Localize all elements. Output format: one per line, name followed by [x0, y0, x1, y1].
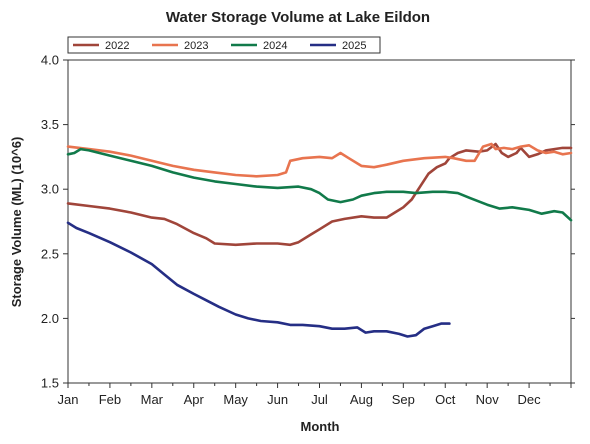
series-line-2024	[66, 147, 573, 222]
x-tick-label: Sep	[392, 392, 415, 407]
x-axis-ticks: Jan Feb Mar Apr May Jun Jul Aug Sep Oct Nov Dec	[58, 383, 572, 407]
chart-title: Water Storage Volume at Lake Eildon	[166, 9, 430, 26]
legend-label-2025: 2025	[342, 40, 366, 52]
x-tick-label: May	[223, 392, 248, 407]
y-axis-ticks: 1.5 2.0 2.5 3.0 3.5 4.0	[41, 53, 575, 391]
y-axis-label: Storage Volume (ML) (10^6)	[9, 137, 24, 308]
legend-label-2022: 2022	[105, 40, 129, 52]
series-line-2023	[66, 142, 573, 178]
x-tick-label: Oct	[435, 392, 456, 407]
plot-area-frame	[67, 59, 572, 384]
x-tick-label: Apr	[184, 392, 205, 407]
y-tick-label: 4.0	[41, 53, 59, 68]
legend: 2022 2023 2024 2025	[67, 36, 381, 54]
series-line-2025	[66, 221, 451, 338]
x-axis-label: Month	[301, 419, 340, 434]
y-tick-label: 1.5	[41, 376, 59, 391]
series-lines	[66, 142, 573, 338]
legend-box	[67, 36, 381, 54]
x-tick-label: Jan	[58, 392, 79, 407]
series-line-2022	[66, 142, 573, 247]
legend-label-2024: 2024	[263, 40, 287, 52]
x-tick-label: Feb	[99, 392, 121, 407]
x-tick-label: Dec	[518, 392, 542, 407]
legend-label-2023: 2023	[184, 40, 208, 52]
y-tick-label: 3.0	[41, 182, 59, 197]
x-tick-label: Jul	[311, 392, 328, 407]
y-tick-label: 3.5	[41, 117, 59, 132]
y-tick-label: 2.0	[41, 311, 59, 326]
y-tick-label: 2.5	[41, 246, 59, 261]
x-tick-label: Nov	[476, 392, 500, 407]
x-tick-label: Aug	[350, 392, 373, 407]
x-tick-label: Jun	[267, 392, 288, 407]
x-tick-label: Mar	[141, 392, 164, 407]
